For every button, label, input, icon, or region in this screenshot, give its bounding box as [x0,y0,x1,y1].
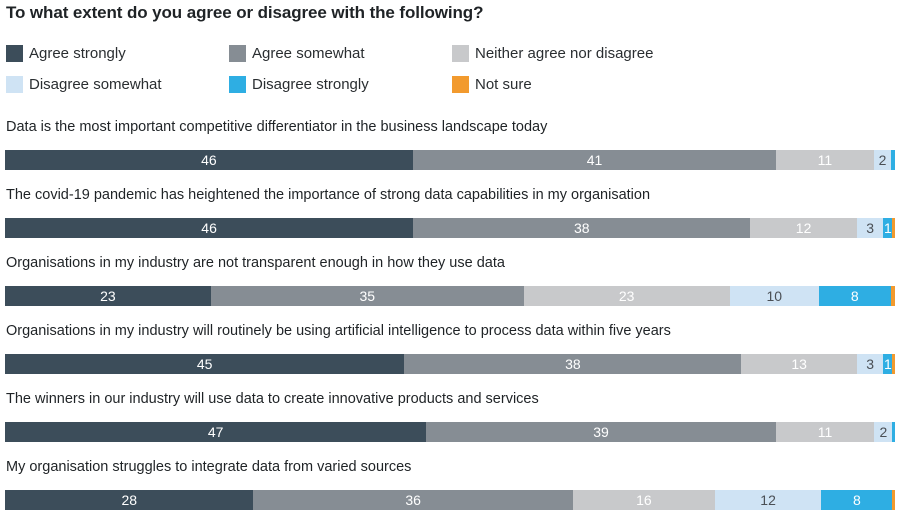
bar-segment [741,354,857,374]
legend-label: Neither agree nor disagree [475,44,654,62]
bar-segment [750,218,857,238]
bar-value-label: 11 [817,152,833,168]
question-label: My organisation struggles to integrate d… [6,459,412,475]
legend-label: Not sure [475,75,532,93]
legend-label: Agree somewhat [252,44,365,62]
bar-value-label: 45 [196,356,213,372]
legend-swatch [6,44,23,62]
bar-segment [818,286,891,306]
bar-value-label: 38 [565,356,581,372]
bar-segment [891,150,895,170]
bar-value-label: 23 [100,288,116,304]
bar-segment [413,218,751,238]
bar-segment [890,286,895,306]
bar-segment [714,490,822,510]
bar-segment [5,354,405,374]
bar-value-label: 35 [359,288,376,304]
bar-segment [873,150,892,170]
bar-segment [883,354,893,374]
legend-item: Not sure [452,74,532,94]
bar-value-label: 13 [791,356,807,372]
bar-value-label: 1 [883,356,892,372]
question-label: Organisations in my industry will routin… [6,323,671,339]
legend-label: Agree strongly [29,44,126,62]
legend-item: Neither agree nor disagree [452,43,653,63]
bar-value-label: 10 [766,288,783,304]
question-label: The covid-19 pandemic has heightened the… [6,187,651,203]
bar-value-label: 12 [795,220,812,236]
legend-item: Agree somewhat [229,43,365,63]
stacked-bar: 47 39 11 2 [5,422,895,442]
bar-value-label: 12 [760,492,776,508]
bar-segment [821,490,893,510]
bar-value-label: 41 [586,152,603,168]
bar-segment [729,286,819,306]
bar-value-label: 8 [852,492,861,508]
bar-segment [253,490,573,510]
stacked-bar: 46 38 12 3 1 [5,218,895,238]
legend-item: Disagree strongly [229,74,369,94]
legend-item: Agree strongly [6,43,126,63]
bar-segment [874,422,893,442]
bar-segment [5,490,254,510]
bar-value-label: 3 [866,356,875,372]
bar-value-label: 11 [817,424,833,440]
chart-title: To what extent do you agree or disagree … [6,3,484,22]
bar-segment [426,422,776,442]
bar-value-label: 38 [573,220,590,236]
legend-label: Disagree somewhat [29,75,162,93]
bar-segment [404,354,742,374]
legend-item: Disagree somewhat [6,74,162,94]
bar-segment [775,422,875,442]
question-label: The winners in our industry will use dat… [6,391,539,407]
bar-value-label: 3 [866,220,875,236]
bar-segment [892,422,895,442]
bar-segment [5,150,413,170]
bar-value-label: 8 [850,288,859,304]
legend-label: Disagree strongly [252,75,369,93]
bar-value-label: 47 [207,424,224,440]
bar-segment [892,354,895,374]
bar-segment [5,218,414,238]
bar-value-label: 36 [405,492,421,508]
bar-value-label: 23 [618,288,635,304]
legend-swatch [452,75,469,93]
bar-segment [776,150,874,170]
bar-segment [523,286,730,306]
bar-value-label: 1 [883,220,892,236]
bar-value-label: 46 [201,220,217,236]
bar-value-label: 2 [879,424,888,440]
bar-value-label: 16 [636,492,652,508]
legend-swatch [229,44,246,62]
bar-segment [572,490,715,510]
bar-segment [883,218,893,238]
bar-segment [210,286,524,306]
bar-segment [412,150,777,170]
bar-value-label: 28 [121,492,138,508]
bar-segment [892,218,895,238]
bar-segment [856,354,884,374]
stacked-bar: 23 35 23 10 8 [5,286,895,306]
stacked-bar: 45 38 13 3 1 [5,354,895,374]
bar-segment [856,218,884,238]
bar-value-label: 2 [878,152,887,168]
bar-segment [5,422,427,442]
question-label: Data is the most important competitive d… [6,119,548,135]
stacked-bar: 46 41 11 2 [5,150,895,170]
bar-segment [892,490,895,510]
bar-segment [5,286,211,306]
bar-value-label: 39 [593,424,609,440]
legend-swatch [6,75,23,93]
legend-swatch [229,75,246,93]
bar-value-label: 46 [201,152,217,168]
legend-swatch [452,44,469,62]
question-label: Organisations in my industry are not tra… [6,255,505,271]
stacked-bar: 28 36 16 12 8 [5,490,895,510]
